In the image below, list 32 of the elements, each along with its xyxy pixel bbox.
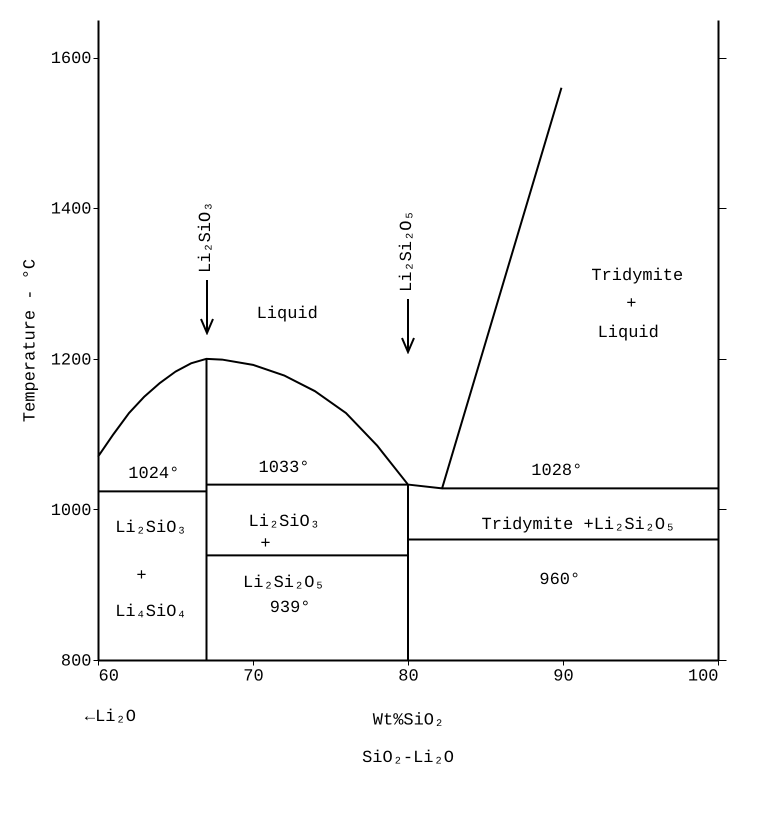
y-tick-label: 800 <box>60 652 92 672</box>
annotation: 1033° <box>258 458 310 478</box>
annotation: Li₂SiO₃ <box>248 512 320 532</box>
annotation: 939° <box>270 599 310 618</box>
annotation: Tridymite +Li₂Si₂O₅ <box>482 516 676 536</box>
annotation: 1024° <box>128 464 180 484</box>
annotation: Li₂SiO₃ <box>115 519 187 538</box>
annotation: + <box>260 535 271 554</box>
y-tick-label: 1200 <box>50 351 92 370</box>
x-tick-label: 90 <box>553 668 574 686</box>
annotation: Tridymite <box>591 266 684 286</box>
x-tick-label: 80 <box>398 668 419 686</box>
x-tick-label: 100 <box>688 668 718 686</box>
annotation: Li₂SiO₃ <box>196 201 216 273</box>
annotation: Liquid <box>598 324 659 344</box>
y-tick-label: 1400 <box>50 200 92 220</box>
x-axis-title: Wt%SiO₂ <box>372 712 444 730</box>
annotation: Liquid <box>256 304 318 324</box>
annotation: + <box>136 567 147 586</box>
annotation: Li₂Si₂O₅ <box>243 574 325 593</box>
annotation: + <box>626 295 636 314</box>
y-tick-label: 1000 <box>50 502 92 521</box>
text: SiO₂-Li₂O <box>362 749 454 768</box>
y-axis-title: Temperature - °C <box>22 258 41 422</box>
annotation: 960° <box>539 570 580 590</box>
annotation: Li₂Si₂O₅ <box>398 210 417 292</box>
x-tick-label: 70 <box>243 668 264 686</box>
text: ←Li₂O <box>84 708 136 728</box>
y-tick-label: 1600 <box>50 50 92 70</box>
x-tick-label: 60 <box>98 668 119 686</box>
annotation: Li₄SiO₄ <box>115 602 187 622</box>
annotation: 1028° <box>531 462 582 481</box>
